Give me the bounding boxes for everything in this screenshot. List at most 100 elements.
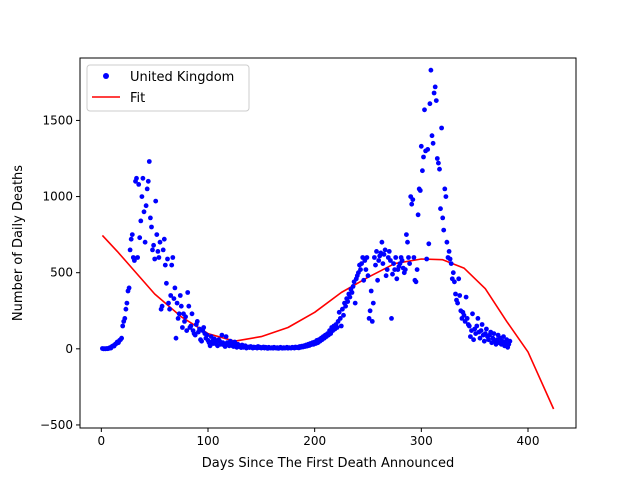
uk-point: [219, 332, 225, 338]
uk-point: [146, 159, 152, 164]
uk-point: [433, 98, 439, 103]
uk-point: [450, 270, 456, 276]
uk-point: [182, 319, 187, 324]
uk-point: [135, 255, 141, 260]
uk-point: [129, 232, 135, 238]
uk-point: [393, 255, 399, 260]
uk-point: [409, 201, 415, 207]
uk-point: [127, 247, 133, 253]
uk-point: [156, 255, 162, 260]
uk-point: [186, 303, 192, 309]
fit-series: [101, 234, 555, 410]
uk-point: [352, 300, 358, 306]
uk-point: [501, 334, 506, 339]
uk-point: [370, 300, 376, 306]
uk-point: [176, 311, 182, 317]
uk-point: [436, 160, 441, 166]
x-tick-label: 200: [303, 434, 326, 448]
uk-point: [365, 273, 371, 279]
uk-point: [468, 334, 473, 339]
uk-point: [491, 331, 497, 336]
uk-point: [177, 293, 183, 298]
y-tick-label: 1500: [42, 113, 73, 127]
legend: United Kingdom Fit: [86, 64, 250, 112]
uk-point: [123, 306, 129, 312]
uk-point: [389, 316, 394, 321]
uk-point: [455, 300, 460, 306]
uk-point: [434, 156, 440, 161]
uk-point: [145, 178, 151, 184]
uk-point: [173, 335, 179, 341]
uk-point: [439, 125, 444, 131]
uk-point: [345, 299, 351, 304]
uk-point: [171, 296, 177, 301]
uk-point: [448, 261, 454, 266]
uk-point: [134, 175, 139, 181]
uk-point: [426, 241, 432, 247]
uk-point: [413, 279, 419, 285]
y-axis-ticks: −500 0 500 1000 1500: [40, 113, 80, 432]
uk-point: [442, 186, 448, 192]
plot-frame: [79, 57, 577, 429]
uk-point: [438, 206, 443, 212]
uk-point: [369, 319, 375, 324]
uk-point: [388, 258, 393, 263]
uk-point: [372, 255, 377, 260]
uk-point: [126, 285, 132, 291]
uk-point: [343, 303, 348, 309]
uk-point: [464, 316, 470, 321]
fit-line: [101, 234, 555, 410]
legend-box: [86, 64, 250, 112]
uk-point: [194, 319, 200, 324]
uk-point: [162, 262, 168, 268]
uk-point: [383, 273, 389, 279]
uk-point: [404, 232, 409, 238]
x-tick-label: 300: [410, 434, 433, 448]
uk-point: [359, 261, 364, 266]
uk-point: [422, 107, 427, 113]
uk-point: [420, 168, 425, 174]
uk-point: [170, 255, 176, 260]
uk-point: [341, 312, 346, 318]
uk-point: [223, 334, 229, 339]
uk-point: [463, 294, 469, 300]
uk-point: [432, 84, 438, 90]
uk-point: [478, 328, 484, 333]
uk-point: [189, 311, 195, 317]
uk-point: [350, 284, 356, 289]
y-tick-label: 500: [50, 266, 73, 280]
uk-point: [153, 198, 159, 204]
uk-point: [429, 133, 435, 139]
uk-point: [166, 300, 171, 306]
uk-point: [180, 325, 185, 330]
uk-point: [471, 337, 476, 343]
uk-point: [446, 249, 452, 254]
uk-point: [184, 328, 190, 333]
x-axis-label: Days Since The First Death Announced: [202, 456, 454, 471]
uk-point: [201, 325, 207, 330]
uk-point: [443, 194, 449, 200]
uk-point: [411, 255, 417, 260]
uk-point: [368, 288, 374, 294]
uk-point: [122, 316, 128, 321]
uk-point: [430, 140, 436, 146]
uk-point: [486, 337, 491, 343]
uk-point: [139, 194, 145, 200]
uk-point: [141, 209, 147, 215]
legend-label-uk: United Kingdom: [130, 70, 234, 85]
uk-point: [479, 322, 485, 327]
uk-point: [175, 316, 181, 321]
uk-point: [347, 294, 353, 300]
uk-point: [381, 252, 387, 257]
x-tick-label: 0: [98, 434, 106, 448]
uk-point: [452, 279, 457, 285]
uk-point: [361, 277, 367, 283]
uk-point: [440, 215, 446, 221]
uk-point: [507, 338, 513, 344]
uk-point: [405, 239, 410, 245]
uk-point: [481, 338, 487, 344]
uk-point: [484, 326, 489, 332]
uk-point: [437, 166, 442, 172]
uk-point: [164, 280, 169, 286]
uk-point: [444, 239, 450, 245]
